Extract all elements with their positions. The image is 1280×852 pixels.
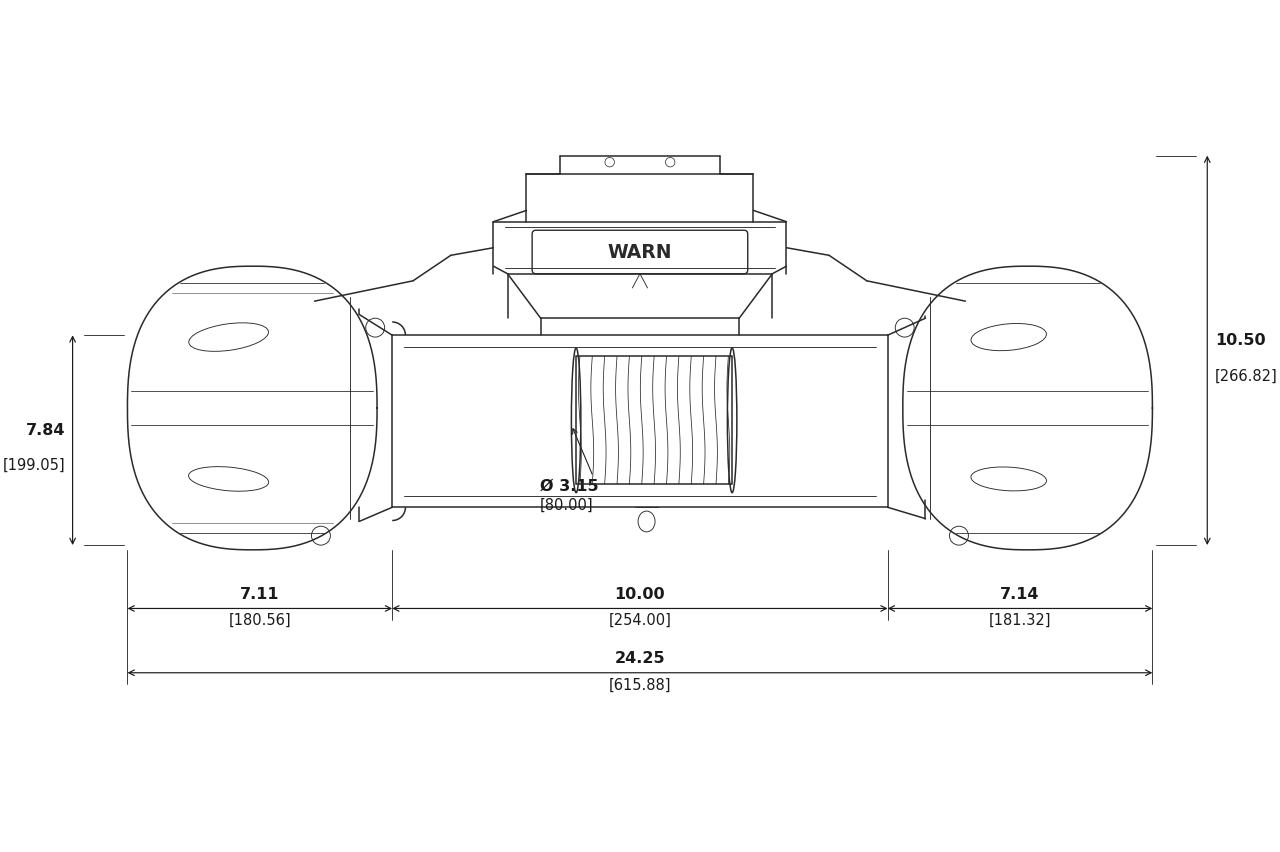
Text: [181.32]: [181.32]: [988, 613, 1051, 628]
Text: [199.05]: [199.05]: [3, 458, 65, 473]
Text: 10.00: 10.00: [614, 586, 666, 602]
Text: WARN: WARN: [608, 243, 672, 262]
Text: [266.82]: [266.82]: [1215, 368, 1277, 383]
Text: 24.25: 24.25: [614, 650, 666, 665]
Text: 7.14: 7.14: [1000, 586, 1039, 602]
Text: [80.00]: [80.00]: [540, 498, 594, 512]
Text: 7.11: 7.11: [241, 586, 279, 602]
Text: Ø 3.15: Ø 3.15: [540, 479, 599, 493]
Text: 7.84: 7.84: [26, 423, 65, 438]
Text: 10.50: 10.50: [1215, 333, 1266, 348]
Text: [615.88]: [615.88]: [609, 676, 671, 692]
Text: [180.56]: [180.56]: [229, 613, 291, 628]
Text: [254.00]: [254.00]: [608, 613, 672, 628]
